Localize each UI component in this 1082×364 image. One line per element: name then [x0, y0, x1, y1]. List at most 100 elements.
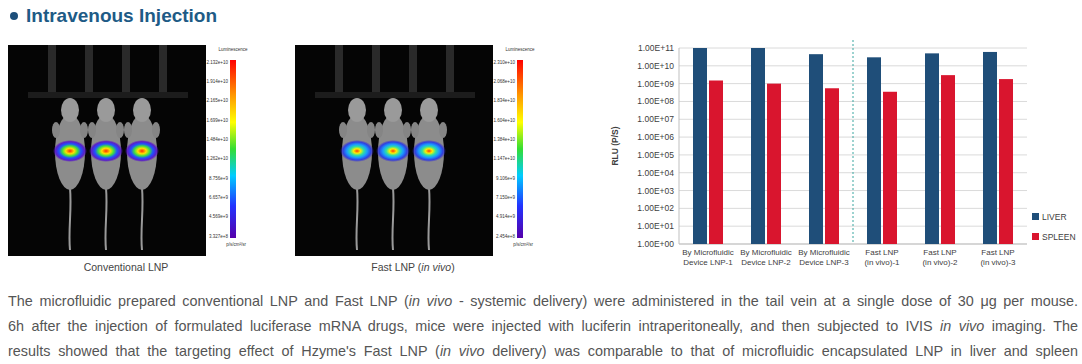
caption-line: 6h after the injection of formulated luc… — [8, 314, 1078, 339]
colorbar — [517, 60, 523, 238]
image-background — [8, 45, 206, 256]
caption-line: The microfluidic prepared conventional L… — [8, 289, 1078, 314]
legend-swatch — [1032, 213, 1039, 220]
caption: The microfluidic prepared conventional L… — [8, 289, 1078, 364]
caption-text: - systemic delivery) were administered i… — [452, 293, 1078, 309]
signal — [412, 140, 446, 162]
y-tick-label: 1.00E+07 — [637, 114, 674, 124]
colorbar-label: 1.262e+10 — [207, 156, 229, 161]
caption-text: 6h after the injection of formulated luc… — [8, 318, 940, 334]
mouse-leg — [124, 122, 132, 138]
bar — [751, 48, 765, 244]
chart: 1.00E+00 1.00E+01 1.00E+02 1.00E+03 1.00E+04… — [610, 40, 1076, 267]
y-tick-label: 1.00E+01 — [637, 221, 674, 231]
image-background — [295, 45, 493, 256]
mouse-tail — [428, 188, 429, 250]
bar — [809, 54, 823, 244]
mouse-head — [384, 98, 402, 122]
mouse-leg — [403, 122, 411, 138]
mouse-head — [348, 98, 366, 122]
y-tick-label: 1.00E+04 — [637, 168, 674, 178]
mouse-tail — [141, 188, 142, 250]
colorbar-label: 2.165e+10 — [207, 98, 229, 103]
colorbar-label: 8.756e+9 — [209, 176, 228, 181]
colorbar-label: 1.147e+10 — [494, 156, 516, 161]
colorbar-title: Luminescence — [505, 47, 535, 52]
y-tick-label: 1.00E+10 — [637, 61, 674, 71]
bar — [825, 88, 839, 244]
bar — [693, 48, 707, 244]
header-title: Intravenous Injection — [26, 5, 217, 27]
y-tick-label: 1.00E+02 — [637, 203, 674, 213]
colorbar-label: 3.327e+8 — [209, 234, 228, 239]
grid-line — [679, 190, 1027, 191]
bar — [941, 75, 955, 244]
colorbar-label: 6.657e+9 — [209, 195, 228, 200]
colorbar-label: 2.132e+10 — [207, 60, 229, 65]
mouse-leg — [88, 122, 96, 138]
y-tick-label: 1.00E+03 — [637, 186, 674, 196]
stage-post — [372, 45, 380, 95]
x-tick-label: By MicrofluidicDevice LNP-1 — [682, 248, 734, 267]
colorbar-label: 2.310e+10 — [494, 60, 516, 65]
signal — [89, 140, 123, 162]
bullet — [10, 12, 18, 20]
signal — [340, 140, 374, 162]
image-label: Fast LNP (in vivo) — [371, 261, 454, 273]
y-axis — [679, 48, 680, 244]
bar — [767, 84, 781, 244]
caption-text: The microfluidic prepared conventional L… — [8, 293, 409, 309]
mouse-head — [61, 98, 79, 122]
mouse-tail — [392, 188, 393, 250]
y-tick-label: 1.00E+08 — [637, 96, 674, 106]
mouse-leg — [339, 122, 347, 138]
mouse-head — [133, 98, 151, 122]
colorbar-label: 1.384e+10 — [494, 137, 516, 142]
y-tick-label: 1.00E+00 — [637, 239, 674, 249]
legend-label: SPLEEN — [1042, 232, 1076, 242]
mouse-leg — [375, 122, 383, 138]
label-part: Conventional LNP — [84, 261, 169, 273]
stage-post — [159, 45, 167, 95]
x-tick-label: By MicrofluidicDevice LNP-3 — [798, 248, 850, 267]
bars — [693, 48, 1013, 244]
legend-label: LIVER — [1042, 212, 1067, 222]
label-part: ) — [451, 261, 455, 273]
colorbar-label: 4.914e+9 — [496, 214, 515, 219]
mouse-leg — [152, 122, 160, 138]
grid-line — [679, 119, 1027, 120]
y-tick-label: 1.00E+06 — [637, 132, 674, 142]
image-label: Conventional LNP — [84, 261, 169, 273]
header: Intravenous Injection — [10, 3, 217, 29]
mouse-leg — [439, 122, 447, 138]
mouse-leg — [80, 122, 88, 138]
grid-line — [679, 154, 1027, 155]
mouse-leg — [411, 122, 419, 138]
stage-post — [409, 45, 417, 95]
stage-post — [85, 45, 93, 95]
group-separator — [853, 40, 854, 244]
mouse-tail — [69, 188, 70, 250]
label-part: Fast LNP ( — [371, 261, 421, 273]
signal — [376, 140, 410, 162]
colorbar-label: 1.699e+10 — [207, 118, 229, 123]
mouse-tail — [105, 188, 106, 250]
stage-post — [48, 45, 56, 95]
x-tick-label: Fast LNP(in vivo)-1 — [864, 248, 900, 267]
mouse-leg — [116, 122, 124, 138]
caption-text: imaging. The — [984, 318, 1078, 334]
y-tick-label: 1.00E+05 — [637, 150, 674, 160]
bar — [999, 79, 1013, 244]
caption-text: results showed that the targeting effect… — [8, 343, 440, 359]
colorbar-label: 9.106e+9 — [496, 176, 515, 181]
bar — [925, 53, 939, 244]
bar — [709, 80, 723, 244]
x-tick-label: By MicrofluidicDevice LNP-2 — [740, 248, 792, 267]
colorbar-label: 1.484e+10 — [207, 137, 229, 142]
colorbar-label: 2.454e+8 — [496, 234, 515, 239]
caption-text: in vivo — [440, 343, 485, 359]
signal — [125, 140, 159, 162]
colorbar-label: 4.569e+9 — [209, 214, 228, 219]
mouse-leg — [367, 122, 375, 138]
stage-post — [122, 45, 130, 95]
